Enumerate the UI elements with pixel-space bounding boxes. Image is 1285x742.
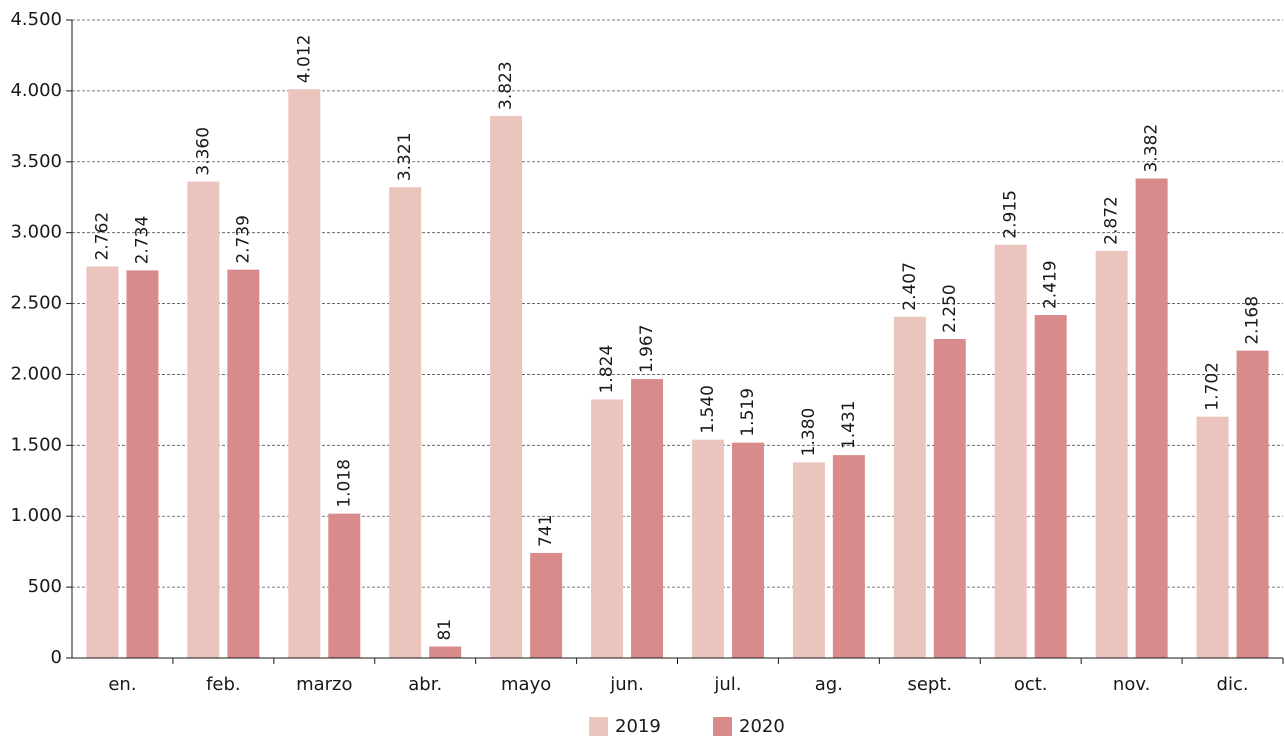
bar (1095, 250, 1128, 659)
x-tick-label: jun. (609, 674, 644, 695)
y-tick-label: 3.000 (10, 222, 62, 243)
bar (389, 187, 422, 658)
legend-label: 2020 (739, 716, 785, 737)
x-tick-label: feb. (206, 674, 241, 695)
bar (933, 339, 966, 658)
value-label: 2.250 (940, 284, 960, 333)
value-label: 1.018 (334, 459, 354, 508)
value-label: 2.419 (1041, 260, 1061, 309)
bar (187, 181, 220, 659)
bar (1034, 315, 1067, 658)
y-tick-label: 2.500 (10, 293, 62, 314)
bar (893, 316, 926, 658)
value-label: 2.872 (1102, 196, 1122, 245)
y-tick-label: 4.000 (10, 80, 62, 101)
value-label: 1.431 (839, 400, 859, 449)
bar (631, 379, 664, 658)
value-label: 4.012 (294, 35, 314, 84)
value-label: 1.967 (637, 324, 657, 373)
value-label: 3.382 (1142, 124, 1162, 173)
bar (288, 89, 321, 658)
bar (1196, 416, 1229, 658)
value-label: 1.380 (799, 408, 819, 457)
value-label: 1.540 (698, 385, 718, 434)
value-label: 81 (435, 619, 455, 641)
value-label: 2.762 (92, 212, 112, 261)
value-label: 741 (536, 514, 556, 546)
bar (994, 244, 1027, 658)
value-label: 1.702 (1203, 362, 1223, 411)
bar (429, 646, 462, 658)
bar (227, 269, 260, 658)
value-label: 2.734 (132, 216, 152, 265)
bar (490, 115, 523, 658)
value-label: 2.915 (1001, 190, 1021, 239)
value-label: 2.168 (1243, 296, 1263, 345)
y-tick-label: 4.500 (10, 9, 62, 30)
bar (832, 455, 865, 658)
value-label: 3.321 (395, 132, 415, 181)
x-tick-label: marzo (296, 674, 352, 695)
value-label: 1.824 (597, 345, 617, 394)
y-tick-label: 0 (51, 647, 62, 668)
x-tick-label: mayo (501, 674, 551, 695)
bar (691, 439, 724, 658)
bar (126, 270, 159, 658)
x-tick-label: en. (108, 674, 136, 695)
y-tick-label: 500 (28, 576, 62, 597)
x-tick-label: nov. (1113, 674, 1150, 695)
x-tick-label: dic. (1217, 674, 1249, 695)
value-label: 1.519 (738, 388, 758, 437)
bar (591, 399, 624, 658)
x-tick-label: ag. (815, 674, 843, 695)
bar (731, 442, 764, 658)
y-tick-label: 3.500 (10, 151, 62, 172)
y-tick-label: 2.000 (10, 363, 62, 384)
value-label: 3.823 (496, 61, 516, 110)
legend-swatch (713, 717, 732, 736)
legend-label: 2019 (615, 716, 661, 737)
x-tick-label: oct. (1014, 674, 1048, 695)
value-label: 2.739 (233, 215, 253, 264)
y-tick-label: 1.000 (10, 505, 62, 526)
x-tick-label: sept. (907, 674, 952, 695)
bar (86, 266, 119, 658)
bar (1236, 350, 1269, 658)
bar (530, 552, 563, 658)
legend-swatch (589, 717, 608, 736)
value-label: 3.360 (193, 127, 213, 176)
bar (792, 462, 825, 658)
x-tick-label: abr. (408, 674, 442, 695)
bar (1135, 178, 1168, 658)
x-tick-label: jul. (713, 674, 741, 695)
y-tick-label: 1.500 (10, 434, 62, 455)
bar (328, 513, 361, 658)
value-label: 2.407 (900, 262, 920, 311)
